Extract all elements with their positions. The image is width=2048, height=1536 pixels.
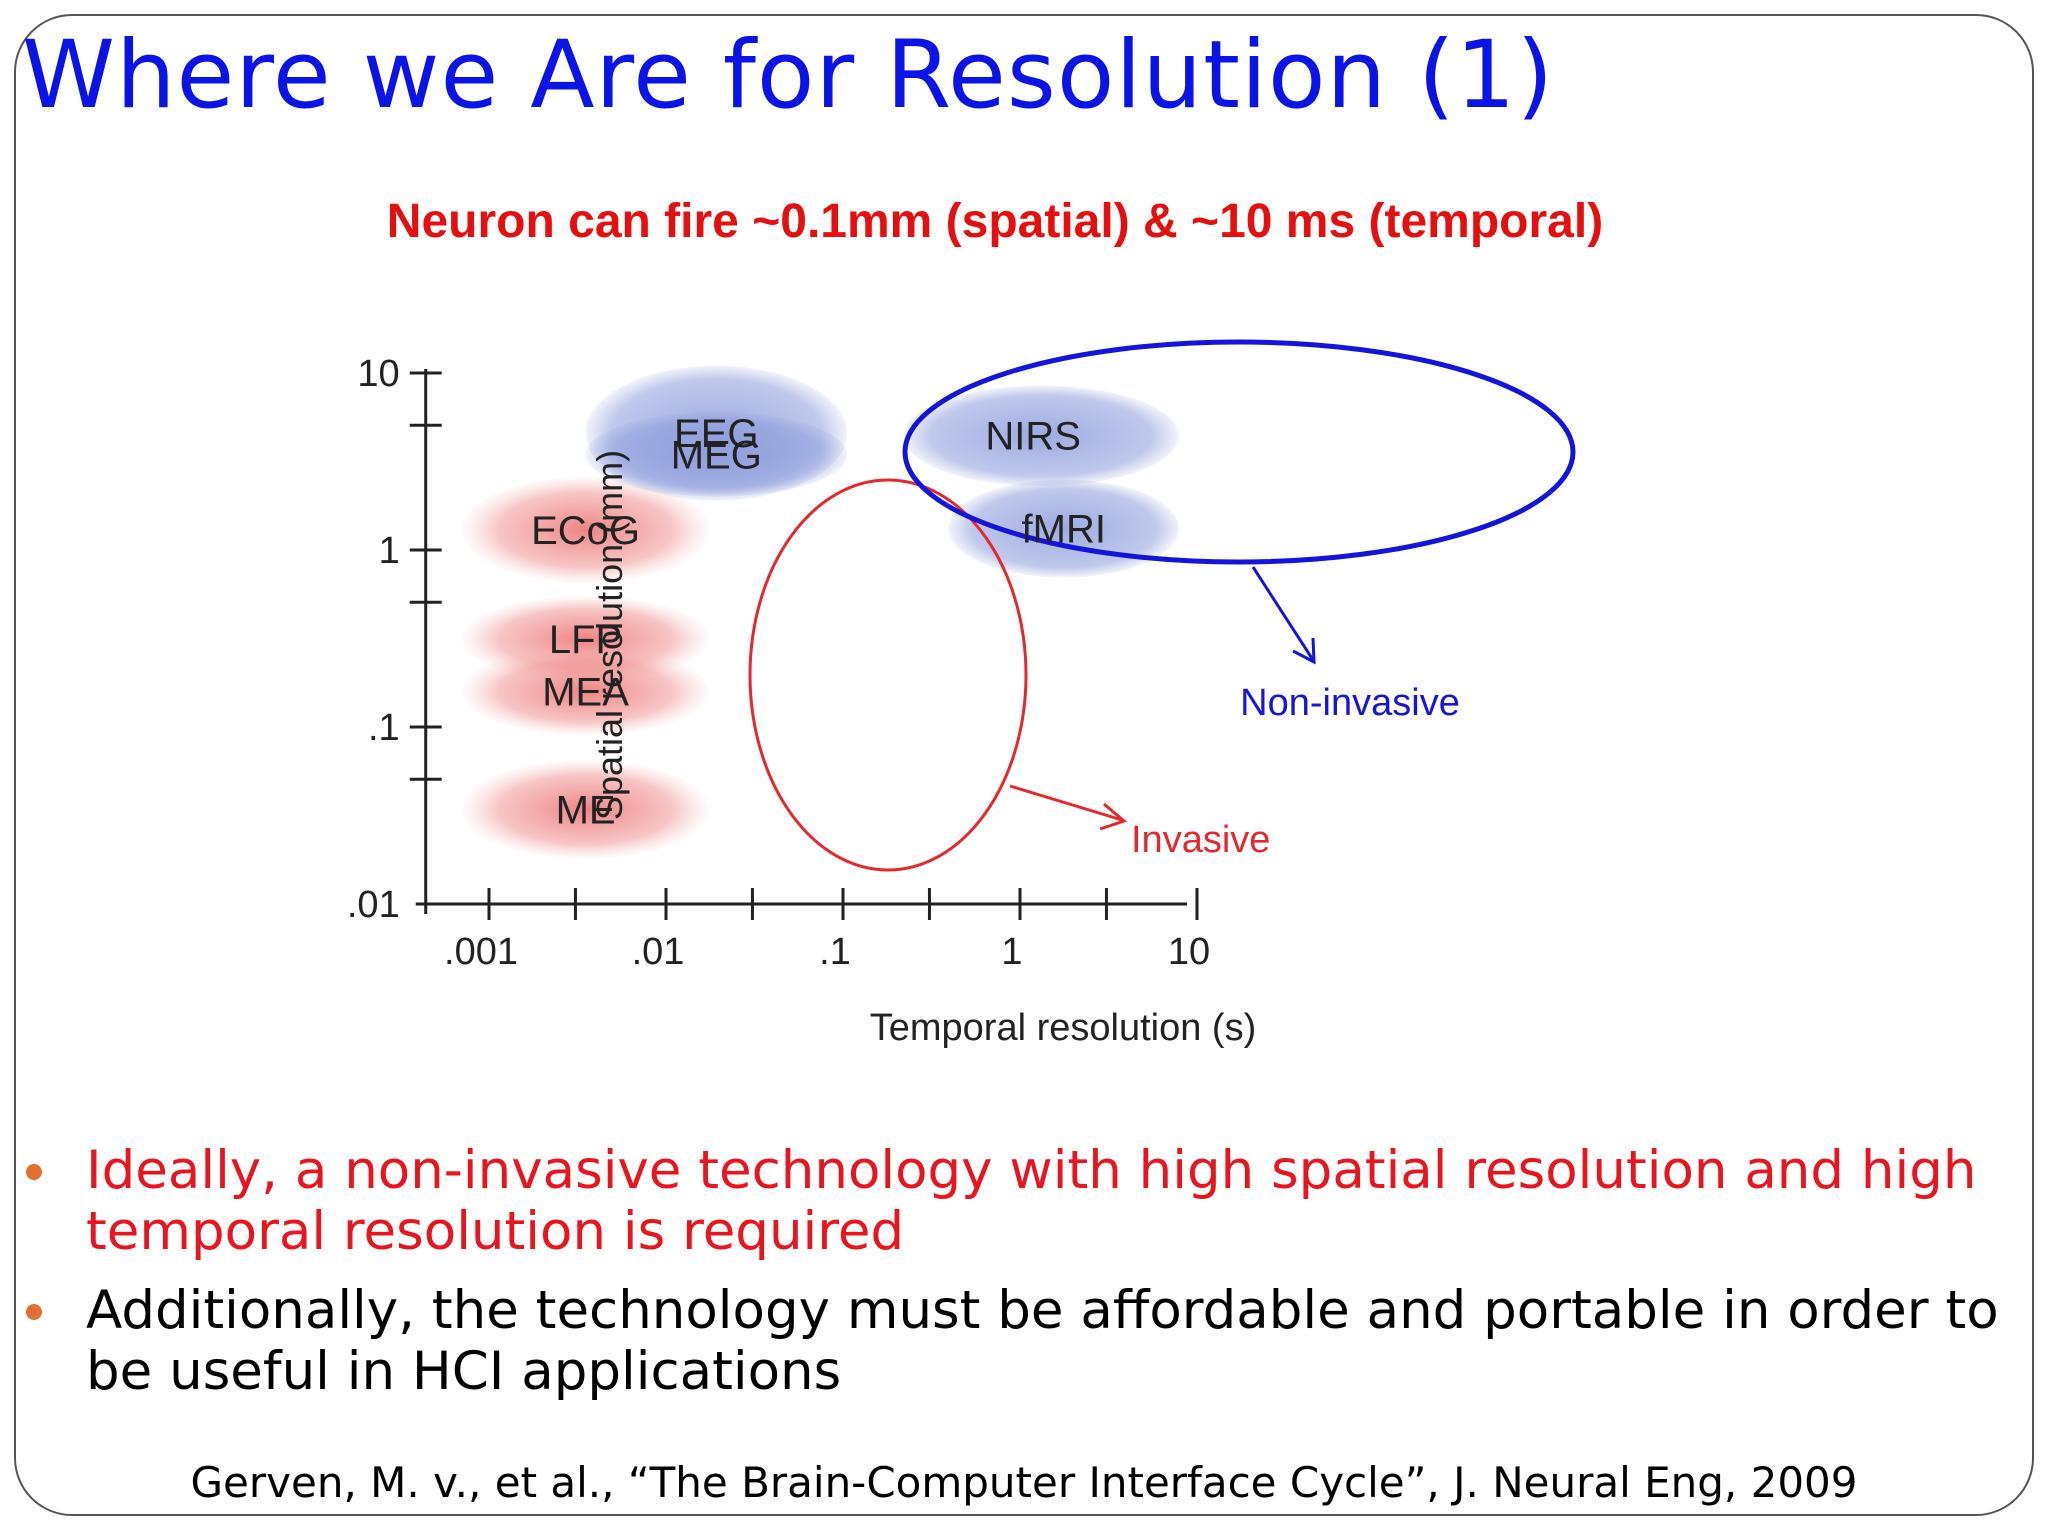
non-invasive-arrow [1251, 566, 1315, 661]
non-invasive-group-outline [902, 339, 1576, 565]
invasive-arrow [1009, 784, 1123, 822]
invasive-annotation: Invasive [1131, 819, 1270, 861]
region-eeg-label: EEG [674, 412, 758, 456]
x-tick-label: 10 [1168, 931, 1210, 973]
slide-subtitle: Neuron can fire ~0.1mm (spatial) & ~10 m… [386, 195, 1604, 248]
y-tick-label: 1 [379, 530, 400, 572]
slide-frame [14, 14, 2034, 1516]
region-ecog-label: ECoG [531, 509, 640, 553]
non-invasive-annotation: Non-invasive [1240, 682, 1460, 724]
x-tick-label: .01 [632, 931, 685, 973]
region-mea-blob [461, 647, 710, 736]
x-tick-label: .001 [444, 931, 518, 973]
x-tick-label: 1 [1001, 931, 1022, 973]
bullet-marker-icon [26, 1164, 42, 1180]
bullet-text: Additionally, the technology must be aff… [86, 1280, 1999, 1402]
region-meg-label: MEG [671, 433, 762, 477]
y-axis-label: Spatial resolution (mm) [589, 450, 630, 820]
region-nirs-blob [903, 385, 1179, 486]
y-tick-label: 10 [357, 353, 399, 395]
bullet-text: Ideally, a non-invasive technology with … [86, 1140, 1977, 1262]
region-nirs-label: NIRS [985, 415, 1081, 459]
citation: Gerven, M. v., et al., “The Brain-Comput… [190, 1458, 1858, 1507]
bullet-item: Ideally, a non-invasive technology with … [22, 1140, 2012, 1262]
region-mea-label: MEA [542, 670, 629, 714]
non-invasive-arrowhead-icon [1292, 637, 1316, 665]
region-lfp-label: LFP [549, 618, 622, 662]
invasive-arrowhead-icon [1099, 802, 1127, 831]
slide-title: Where we Are for Resolution (1) [22, 21, 1555, 130]
region-me-label: ME [556, 788, 616, 832]
region-fmri-label: fMRI [1022, 507, 1106, 551]
region-me-blob [461, 760, 710, 859]
bullet-item: Additionally, the technology must be aff… [22, 1280, 2012, 1402]
x-tick-label: .1 [819, 931, 851, 973]
invasive-group-outline [748, 478, 1028, 872]
region-ecog-blob [461, 476, 710, 584]
x-axis-label: Temporal resolution (s) [870, 1007, 1256, 1049]
bullet-list: Ideally, a non-invasive technology with … [22, 1140, 2012, 1420]
y-tick-label: .01 [347, 884, 400, 926]
bullet-marker-icon [26, 1304, 42, 1320]
region-meg-blob [585, 412, 848, 497]
y-tick-label: .1 [368, 707, 400, 749]
